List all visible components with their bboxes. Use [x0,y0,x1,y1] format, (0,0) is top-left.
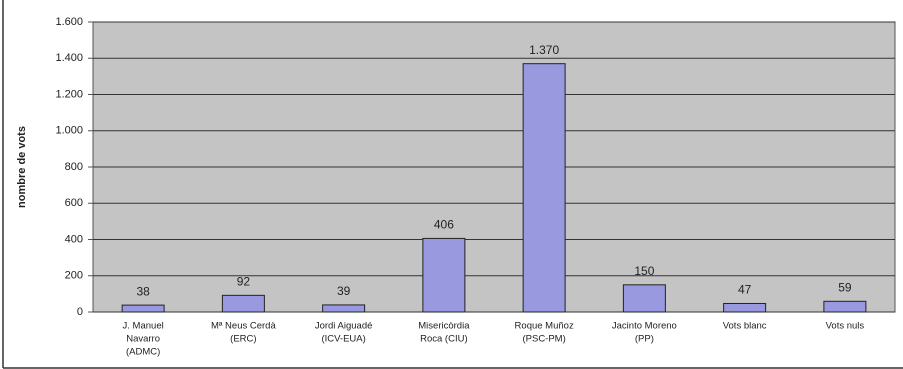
y-tick-label: 0 [77,306,83,318]
value-label: 39 [337,284,351,298]
x-tick-label: Roca (CIU) [420,334,468,345]
value-label: 38 [136,284,150,298]
value-label: 47 [738,283,752,297]
x-tick-label: J. Manuel [123,321,164,332]
x-tick-label: Jacinto Moreno [612,321,677,332]
bar [121,304,165,313]
value-label: 59 [838,280,852,294]
y-tick-label: 800 [65,161,83,173]
x-tick-label: (PP) [635,334,654,345]
y-tick-label: 1.400 [55,52,83,64]
bar [422,237,466,313]
bar [723,302,767,313]
value-label: 150 [634,264,654,278]
y-tick-label: 200 [65,270,83,282]
x-tick-label: Vots nuls [826,321,865,332]
x-tick-label: Navarro [126,334,160,345]
y-tick-label: 1.200 [55,88,83,100]
x-tick-label: Mª Neus Cerdà [211,321,276,332]
value-label: 406 [434,218,454,232]
value-label: 92 [237,274,251,288]
x-tick-label: (ERC) [230,334,256,345]
y-tick-label: 1.600 [55,16,83,28]
bar [221,294,265,313]
bar [622,284,666,313]
value-label: 1.370 [529,43,559,57]
x-tick-label: (PSC-PM) [522,334,565,345]
bar [823,300,867,313]
y-axis-label: nombre de vots [16,126,28,208]
bar [322,304,366,313]
y-tick-label: 400 [65,233,83,245]
x-tick-label: (ICV-EUA) [321,334,365,345]
bar [522,63,566,313]
x-tick-label: Misericòrdia [418,321,470,332]
x-tick-label: Roque Muñoz [515,321,574,332]
x-tick-label: Vots blanc [723,321,767,332]
x-tick-label: Jordi Aiguadé [315,321,373,332]
y-tick-label: 600 [65,197,83,209]
y-tick-label: 1.000 [55,125,83,137]
x-tick-label: (ADMC) [126,347,160,358]
